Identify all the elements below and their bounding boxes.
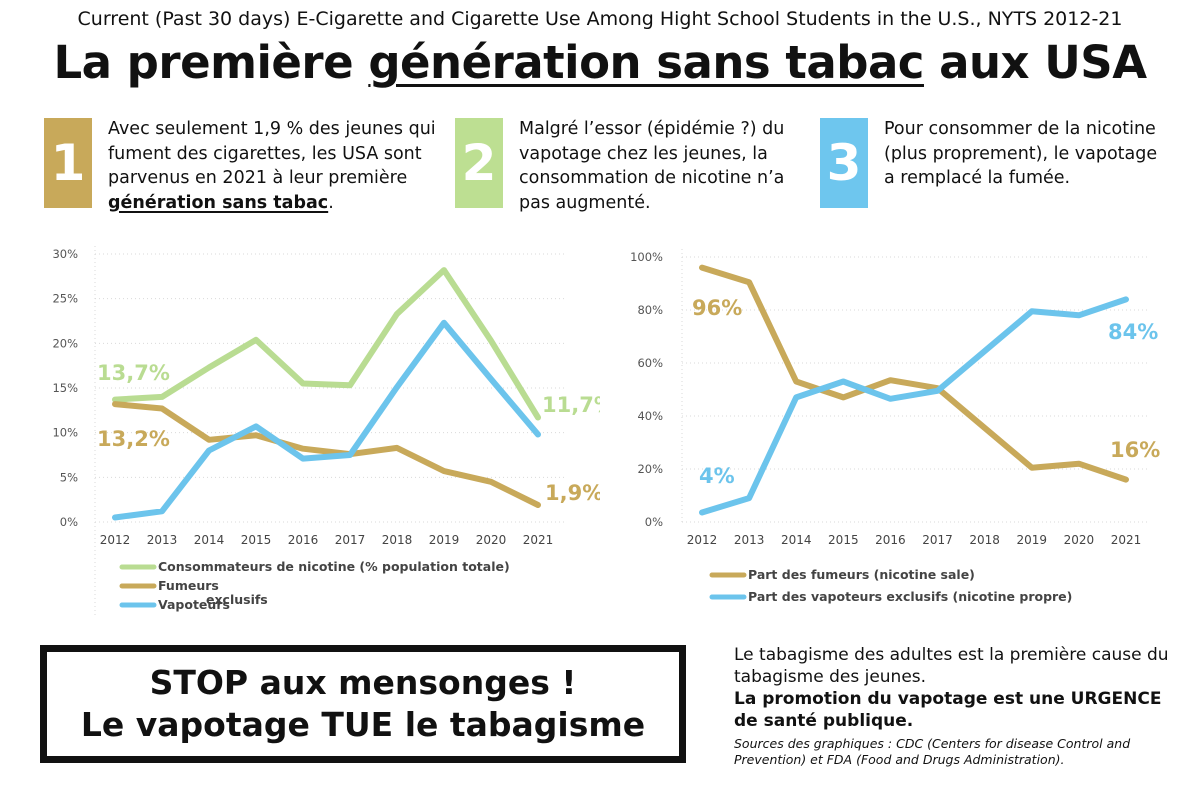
- x-tick-label: 2014: [194, 533, 225, 547]
- y-tick-label: 15%: [52, 381, 78, 395]
- x-tick-label: 2018: [382, 533, 413, 547]
- x-tick-label: 2013: [147, 533, 178, 547]
- title-underlined: génération sans tabac: [368, 36, 924, 89]
- right-note: Le tabagisme des adultes est la première…: [734, 644, 1174, 732]
- point-3-number: 3: [820, 118, 868, 208]
- y-tick-label: 60%: [637, 356, 663, 370]
- stop-line-2: Le vapotage TUE le tabagisme: [80, 705, 646, 744]
- series-line-1: [699, 264, 1129, 483]
- x-tick-label: 2021: [1111, 533, 1142, 547]
- x-tick-label: 2012: [687, 533, 718, 547]
- title-part-2: aux USA: [923, 36, 1147, 89]
- data-label: 13,2%: [97, 427, 170, 451]
- legend-label: Fumeurs: [158, 578, 219, 593]
- point-2-number: 2: [455, 118, 503, 208]
- stop-banner: STOP aux mensonges ! Le vapotage TUE le …: [40, 645, 686, 763]
- point-1-text: Avec seulement 1,9 % des jeunes qui fume…: [108, 117, 438, 215]
- point-1-text-main: Avec seulement 1,9 % des jeunes qui fume…: [108, 119, 436, 188]
- data-label: 1,9%: [545, 481, 600, 505]
- y-tick-label: 100%: [630, 250, 663, 264]
- legend-label: Consommateurs de nicotine (% population …: [158, 559, 510, 574]
- legend-label: Part des vapoteurs exclusifs (nicotine p…: [748, 589, 1072, 604]
- x-tick-label: 2021: [523, 533, 554, 547]
- page-subtitle: Current (Past 30 days) E-Cigarette and C…: [77, 8, 1123, 30]
- y-tick-label: 0%: [645, 515, 663, 529]
- data-label: 96%: [692, 296, 742, 320]
- data-label: 16%: [1110, 438, 1160, 462]
- x-tick-label: 2012: [100, 533, 131, 547]
- x-tick-label: 2017: [922, 533, 953, 547]
- right-note-bold: La promotion du vapotage est une URGENCE…: [734, 689, 1162, 731]
- data-label: 11,7%: [542, 393, 600, 417]
- point-3-text: Pour consommer de la nicotine (plus prop…: [884, 119, 1158, 188]
- nicotine-use-chart: 0% 5% 10% 15% 20% 25% 30% 2012 2013 2014 2015 2016 2…: [52, 246, 600, 615]
- series-line-3: [112, 319, 541, 521]
- stop-line-1: STOP aux mensonges !: [149, 663, 577, 702]
- y-tick-label: 80%: [637, 303, 663, 317]
- series-line-2: [699, 296, 1129, 516]
- nicotine-share-chart: 0% 20% 40% 60% 80% 100% 2012 2013 2014 2015 2016 20…: [630, 249, 1160, 604]
- x-tick-label: 2020: [476, 533, 507, 547]
- sources-note: Sources des graphiques : CDC (Centers fo…: [734, 736, 1131, 767]
- data-label: 4%: [699, 464, 735, 488]
- page-title: La première génération sans tabac aux US…: [0, 36, 1200, 89]
- x-tick-label: 2015: [828, 533, 859, 547]
- x-tick-label: 2015: [241, 533, 272, 547]
- right-note-text: Le tabagisme des adultes est la première…: [734, 645, 1169, 687]
- y-tick-label: 40%: [637, 409, 663, 423]
- x-tick-label: 2018: [969, 533, 1000, 547]
- legend-label-suffix: exclusifs: [206, 592, 268, 607]
- y-tick-label: 25%: [52, 292, 78, 306]
- legend-label: Part des fumeurs (nicotine sale): [748, 567, 975, 582]
- y-tick-label: 30%: [52, 247, 78, 261]
- y-tick-label: 10%: [52, 426, 78, 440]
- x-tick-label: 2013: [734, 533, 765, 547]
- point-1-text-bold: génération sans tabac: [108, 192, 329, 213]
- x-tick-label: 2019: [429, 533, 460, 547]
- x-tick-label: 2019: [1017, 533, 1048, 547]
- x-tick-label: 2016: [875, 533, 906, 547]
- x-tick-label: 2020: [1064, 533, 1095, 547]
- y-tick-label: 5%: [60, 470, 78, 484]
- legend-label: Vapoteurs: [158, 597, 230, 612]
- point-2-text: Malgré l’essor (épidémie ?) du vapotage …: [519, 119, 785, 213]
- x-tick-label: 2017: [335, 533, 366, 547]
- series-line-1: [112, 267, 541, 421]
- data-label: 13,7%: [97, 361, 170, 385]
- point-1-text-end: .: [328, 192, 334, 213]
- data-label: 84%: [1108, 320, 1158, 344]
- y-tick-label: 20%: [637, 462, 663, 476]
- series-line-2: [112, 401, 541, 508]
- point-1-number: 1: [44, 118, 92, 208]
- title-part-1: La première: [53, 36, 369, 89]
- x-tick-label: 2014: [781, 533, 812, 547]
- x-tick-label: 2016: [288, 533, 319, 547]
- y-tick-label: 0%: [60, 515, 78, 529]
- y-tick-label: 20%: [52, 336, 78, 350]
